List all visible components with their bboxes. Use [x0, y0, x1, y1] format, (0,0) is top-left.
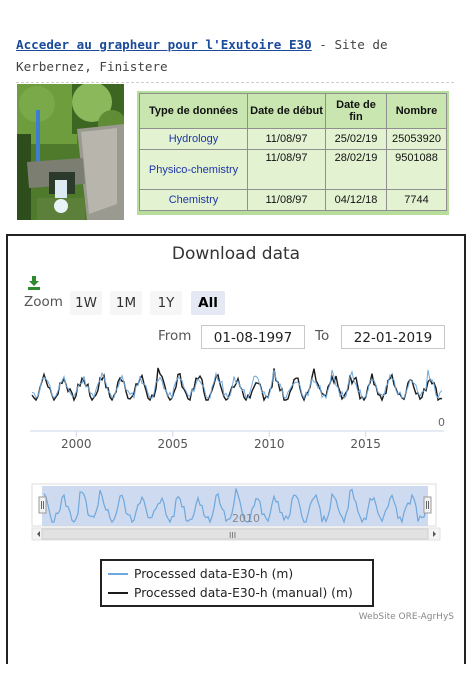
header-end: Date de fin	[325, 93, 387, 129]
x-axis-tick-label: 2010	[254, 437, 285, 451]
download-data-widget: 2000 2005 2010 2015 0 2010 III Download dat…	[6, 234, 466, 664]
site-header: Acceder au grapheur pour l'Exutoire E30 …	[16, 34, 466, 78]
outlet-photo	[17, 84, 124, 220]
header-divider	[16, 82, 454, 83]
scrollbar-left-arrow	[37, 531, 40, 537]
row-count: 7744	[386, 189, 447, 211]
widget-title: Download data	[171, 244, 301, 264]
navigator-year-label: 2010	[232, 512, 260, 525]
zoom-button-1m[interactable]: 1M	[110, 291, 142, 315]
row-end: 04/12/18	[325, 189, 387, 211]
row-type-hydrology[interactable]: Hydrology	[139, 128, 248, 150]
zoom-button-1y[interactable]: 1Y	[150, 291, 182, 315]
header-type: Type de données	[139, 93, 248, 129]
row-count: 9501088	[386, 149, 447, 190]
from-date-input[interactable]: 01-08-1997	[201, 325, 305, 349]
legend-label-processed: Processed data-E30-h (m)	[134, 567, 294, 581]
x-axis: 2000 2005 2010 2015	[61, 431, 381, 451]
legend-label-manual: Processed data-E30-h (manual) (m)	[134, 586, 353, 600]
table-row: Hydrology 11/08/97 25/02/19 25053920	[139, 128, 447, 150]
x-axis-tick-label: 2015	[350, 437, 381, 451]
to-date-input[interactable]: 22-01-2019	[341, 325, 445, 349]
table-row: Physico-chemistry 11/08/97 28/02/19 9501…	[139, 149, 447, 190]
y-axis-tick-label: 0	[438, 416, 445, 429]
site-name: Site de Kerbernez, Finistere	[16, 37, 388, 74]
legend-swatch-processed	[108, 572, 128, 575]
legend-swatch-manual	[108, 591, 128, 594]
zoom-button-all[interactable]: All	[191, 291, 225, 315]
data-summary-table: Type de données Date de début Date de fi…	[139, 93, 447, 211]
row-type-chemistry[interactable]: Chemistry	[139, 189, 248, 211]
row-count: 25053920	[386, 128, 447, 150]
table-header-row: Type de données Date de début Date de fi…	[139, 93, 447, 129]
navigator-handle-right[interactable]	[423, 496, 432, 514]
row-start: 11/08/97	[247, 149, 326, 190]
zoom-button-1w[interactable]: 1W	[70, 291, 102, 315]
scrollbar-thumb	[41, 528, 429, 540]
row-type-physico-chemistry[interactable]: Physico-chemistry	[139, 149, 248, 190]
row-end: 25/02/19	[325, 128, 387, 150]
chart-legend: Processed data-E30-h (m) Processed data-…	[100, 559, 374, 607]
header-count: Nombre	[386, 93, 447, 129]
navigator-handle-left[interactable]	[38, 496, 47, 514]
legend-item-processed[interactable]: Processed data-E30-h (m)	[108, 565, 293, 583]
row-start: 11/08/97	[247, 128, 326, 150]
header-separator: -	[311, 37, 335, 52]
row-end: 28/02/19	[325, 149, 387, 190]
series-line-processed	[31, 369, 443, 400]
legend-item-manual[interactable]: Processed data-E30-h (manual) (m)	[108, 584, 353, 602]
zoom-label: Zoom	[24, 294, 63, 310]
grapher-link[interactable]: Acceder au grapheur pour l'Exutoire E30	[16, 37, 312, 52]
scrollbar-right-arrow	[433, 531, 436, 537]
to-label: To	[315, 328, 330, 344]
x-axis-tick-label: 2005	[157, 437, 188, 451]
series-line-manual	[31, 367, 443, 402]
chart-credits[interactable]: WebSite ORE-AgrHyS	[358, 612, 454, 622]
time-series-chart: 2000 2005 2010 2015 0 2010 III	[30, 367, 445, 541]
from-label: From	[158, 328, 192, 344]
table-row: Chemistry 11/08/97 04/12/18 7744	[139, 189, 447, 211]
scrollbar-grip: III	[229, 531, 236, 540]
header-start: Date de début	[247, 93, 326, 129]
download-icon[interactable]	[28, 276, 40, 290]
x-axis-tick-label: 2000	[61, 437, 92, 451]
row-start: 11/08/97	[247, 189, 326, 211]
navigator-series	[43, 488, 429, 525]
